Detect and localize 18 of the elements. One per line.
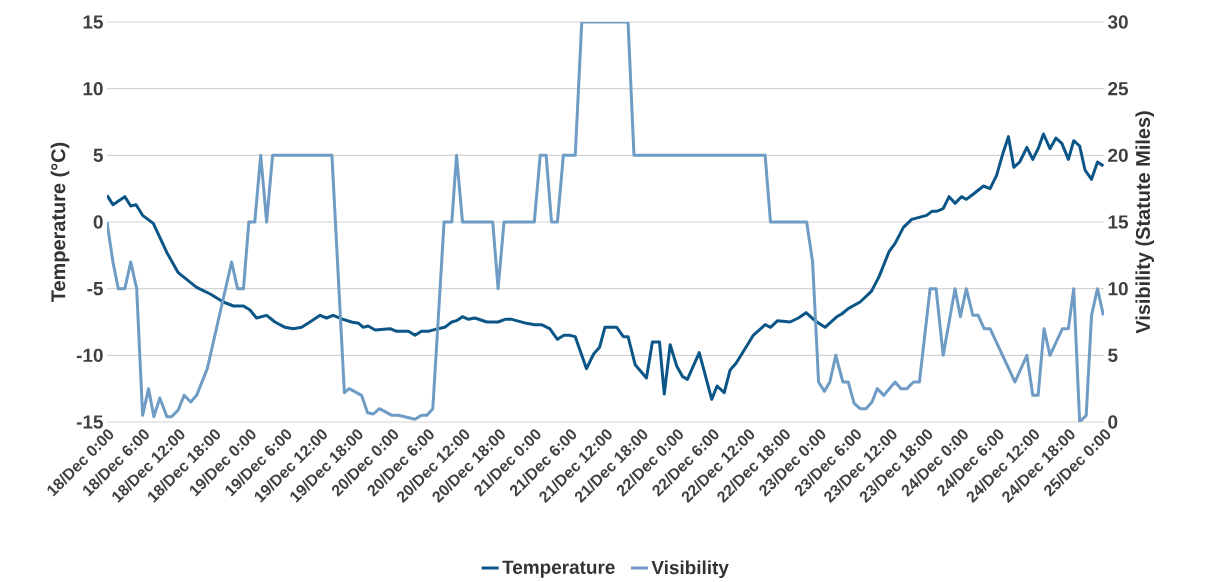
y2-tick-label: 0 xyxy=(1108,415,1118,429)
legend-label: Visibility xyxy=(651,560,729,579)
y-tick-label: 10 xyxy=(83,81,103,96)
y2-axis-title: Visibility (Statute Miles) xyxy=(1135,111,1154,334)
y2-tick-label: 15 xyxy=(1108,215,1129,229)
y-tick-label: 0 xyxy=(93,215,103,229)
y-tick-label: -5 xyxy=(87,282,103,296)
y2-tick-label: 10 xyxy=(1108,281,1128,296)
y2-tick-label: 25 xyxy=(1108,81,1129,96)
y-tick-label: 5 xyxy=(93,148,103,162)
legend-label: Temperature xyxy=(502,560,615,578)
y-tick-label: -10 xyxy=(76,348,103,363)
y-tick-label: 15 xyxy=(83,15,103,29)
y2-tick-label: 20 xyxy=(1108,148,1128,163)
y-axis-title: Temperature (°C) xyxy=(50,142,70,302)
y2-tick-label: 30 xyxy=(1107,15,1128,29)
y2-tick-label: 5 xyxy=(1108,348,1118,362)
y-tick-label: -15 xyxy=(76,415,103,429)
